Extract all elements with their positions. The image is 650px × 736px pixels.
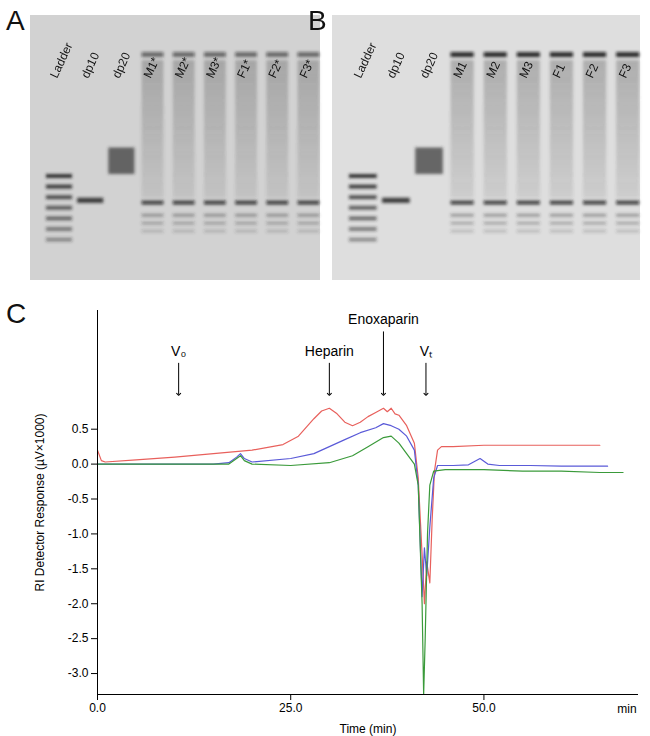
svg-text:-2.5: -2.5	[68, 631, 89, 645]
svg-text:RI Detector Response (µV×1000): RI Detector Response (µV×1000)	[33, 413, 47, 591]
svg-text:-3.0: -3.0	[68, 666, 89, 680]
svg-text:M3: M3	[516, 59, 536, 80]
svg-text:dp10: dp10	[384, 50, 408, 80]
svg-text:F2: F2	[583, 61, 602, 80]
svg-text:V₀: V₀	[171, 343, 186, 359]
svg-text:F2*: F2*	[265, 57, 286, 80]
svg-text:M2*: M2*	[172, 55, 194, 81]
svg-text:Ladder: Ladder	[351, 40, 379, 80]
svg-text:A: A	[6, 5, 25, 36]
svg-text:0.5: 0.5	[72, 422, 89, 436]
svg-text:25.0: 25.0	[279, 701, 303, 715]
svg-text:Ladder: Ladder	[47, 40, 75, 80]
svg-text:Enoxaparin: Enoxaparin	[348, 311, 419, 327]
svg-text:M3*: M3*	[203, 55, 225, 81]
svg-text:F1*: F1*	[234, 57, 255, 80]
svg-text:-1.5: -1.5	[68, 562, 89, 576]
svg-text:min: min	[617, 702, 636, 716]
svg-text:-1.0: -1.0	[68, 527, 89, 541]
svg-text:Time (min): Time (min)	[340, 722, 397, 736]
svg-text:dp20: dp20	[109, 50, 133, 80]
svg-text:M1*: M1*	[141, 55, 163, 81]
svg-text:F1: F1	[549, 61, 568, 80]
svg-text:dp10: dp10	[78, 50, 102, 80]
svg-text:M2: M2	[483, 59, 503, 80]
svg-text:Vₜ: Vₜ	[420, 343, 433, 359]
svg-text:0.0: 0.0	[72, 457, 89, 471]
svg-text:M1: M1	[450, 59, 470, 80]
svg-text:0.0: 0.0	[89, 701, 106, 715]
svg-text:-0.5: -0.5	[68, 492, 89, 506]
svg-text:Heparin: Heparin	[305, 343, 354, 359]
html-text:C: C	[6, 298, 27, 329]
svg-text:-2.0: -2.0	[68, 597, 89, 611]
svg-text:B: B	[308, 5, 327, 36]
svg-text:F3: F3	[616, 61, 635, 80]
svg-text:F3*: F3*	[296, 57, 317, 80]
svg-text:50.0: 50.0	[472, 701, 496, 715]
svg-text:dp20: dp20	[417, 50, 441, 80]
